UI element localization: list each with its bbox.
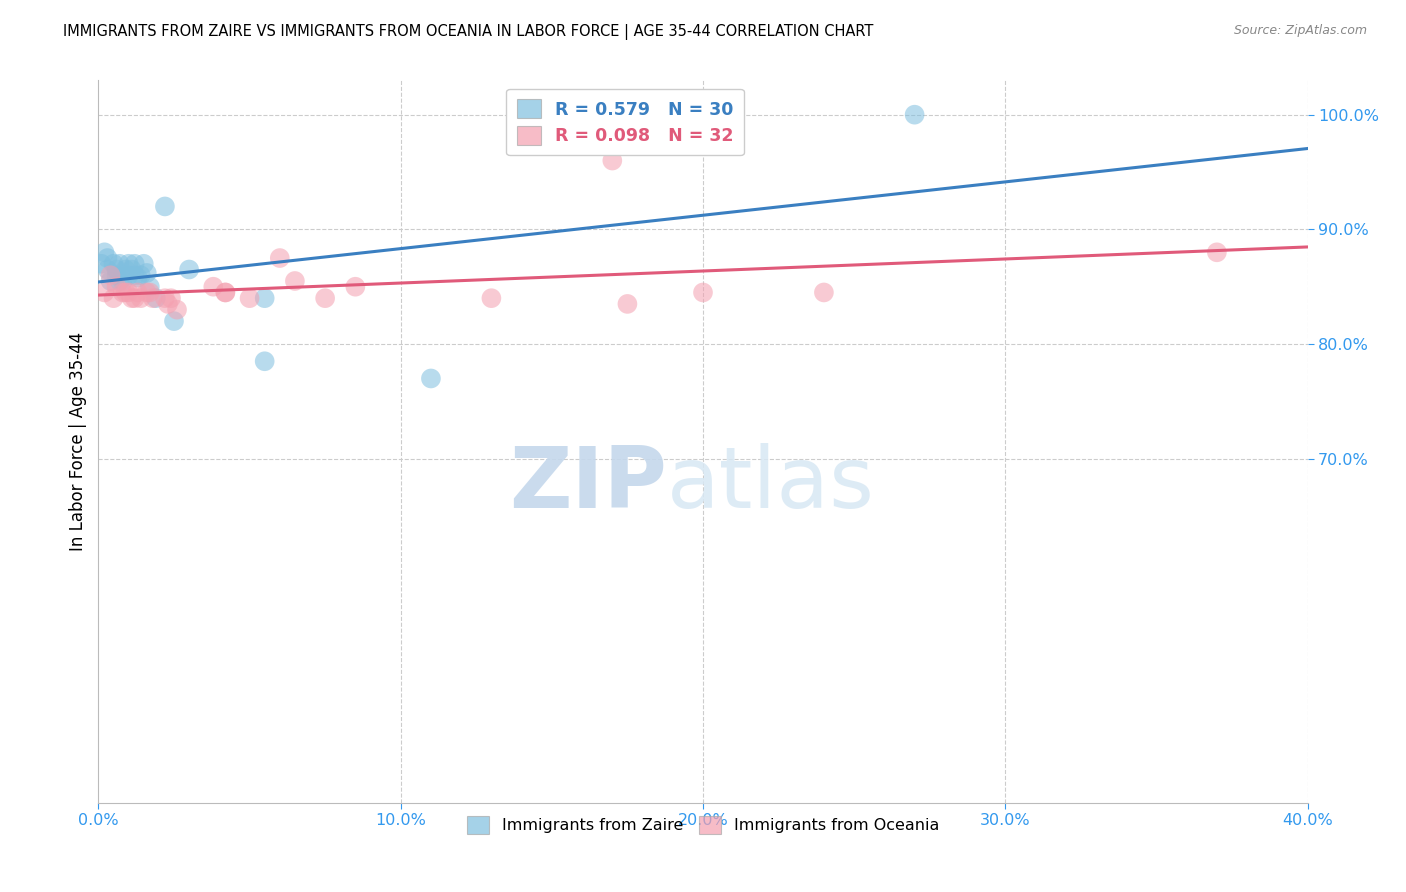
Point bbox=[114, 285, 136, 300]
Point bbox=[124, 291, 146, 305]
Point bbox=[114, 262, 136, 277]
Point bbox=[121, 262, 143, 277]
Point bbox=[108, 257, 131, 271]
Point bbox=[118, 285, 141, 300]
Point bbox=[100, 274, 122, 288]
Point bbox=[253, 354, 276, 368]
Legend: Immigrants from Zaire, Immigrants from Oceania: Immigrants from Zaire, Immigrants from O… bbox=[458, 808, 948, 842]
Point bbox=[124, 268, 146, 283]
Point bbox=[139, 279, 162, 293]
Point bbox=[314, 291, 336, 305]
Point bbox=[111, 274, 134, 288]
Point bbox=[121, 291, 143, 305]
Y-axis label: In Labor Force | Age 35-44: In Labor Force | Age 35-44 bbox=[69, 332, 87, 551]
Text: Source: ZipAtlas.com: Source: ZipAtlas.com bbox=[1233, 24, 1367, 37]
Point bbox=[105, 262, 128, 277]
Point bbox=[103, 257, 125, 271]
Point bbox=[904, 108, 927, 122]
Point bbox=[269, 251, 291, 265]
Point bbox=[616, 297, 638, 311]
Point bbox=[481, 291, 503, 305]
Point bbox=[100, 268, 122, 283]
Point bbox=[105, 279, 128, 293]
Point bbox=[96, 251, 118, 265]
Point bbox=[118, 268, 141, 283]
Point bbox=[214, 285, 236, 300]
Point bbox=[1206, 245, 1229, 260]
Point bbox=[132, 257, 155, 271]
Point bbox=[108, 274, 131, 288]
Point bbox=[118, 257, 141, 271]
Point bbox=[103, 291, 125, 305]
Point bbox=[105, 268, 128, 283]
Point bbox=[420, 371, 443, 385]
Point bbox=[135, 266, 157, 280]
Point bbox=[93, 245, 115, 260]
Point bbox=[239, 291, 262, 305]
Text: ZIP: ZIP bbox=[509, 443, 666, 526]
Point bbox=[153, 199, 176, 213]
Text: IMMIGRANTS FROM ZAIRE VS IMMIGRANTS FROM OCEANIA IN LABOR FORCE | AGE 35-44 CORR: IMMIGRANTS FROM ZAIRE VS IMMIGRANTS FROM… bbox=[63, 24, 873, 40]
Point bbox=[129, 291, 152, 305]
Point bbox=[179, 262, 201, 277]
Point bbox=[93, 285, 115, 300]
Point bbox=[160, 291, 183, 305]
Point bbox=[602, 153, 624, 168]
Point bbox=[145, 291, 167, 305]
Point bbox=[166, 302, 188, 317]
Point bbox=[142, 291, 165, 305]
Text: atlas: atlas bbox=[666, 443, 875, 526]
Point bbox=[127, 285, 149, 300]
Point bbox=[124, 257, 146, 271]
Point bbox=[813, 285, 835, 300]
Point bbox=[202, 279, 225, 293]
Point bbox=[344, 279, 367, 293]
Point bbox=[135, 285, 157, 300]
Point bbox=[90, 257, 112, 271]
Point bbox=[96, 262, 118, 277]
Point bbox=[253, 291, 276, 305]
Point bbox=[163, 314, 186, 328]
Point bbox=[127, 270, 149, 285]
Point bbox=[129, 268, 152, 283]
Point bbox=[153, 291, 176, 305]
Point bbox=[156, 297, 179, 311]
Point bbox=[284, 274, 307, 288]
Point bbox=[139, 285, 162, 300]
Point bbox=[692, 285, 714, 300]
Point bbox=[111, 285, 134, 300]
Point bbox=[214, 285, 236, 300]
